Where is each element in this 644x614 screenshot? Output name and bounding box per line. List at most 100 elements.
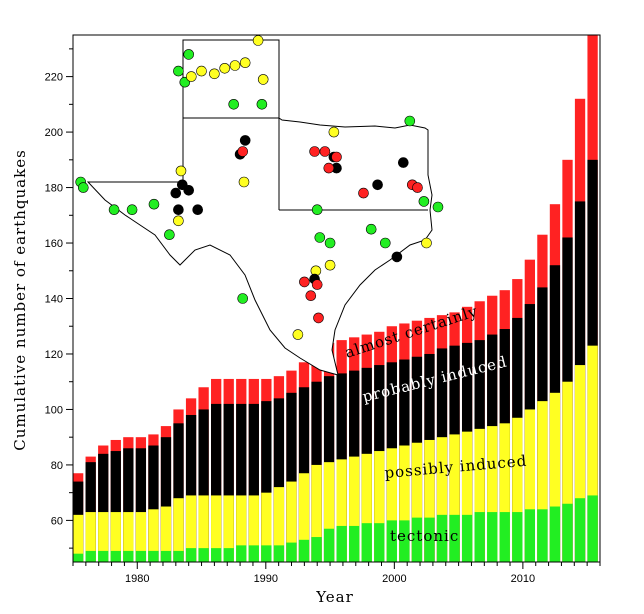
bar-probably-induced-1987	[223, 403, 234, 562]
bar-possibly-induced-1980	[135, 512, 147, 562]
y-tick-label-80: 80	[51, 460, 63, 472]
bar-possibly-induced-1995	[323, 462, 335, 562]
bar-possibly-induced-2000	[386, 448, 397, 562]
bar-possibly-induced-1986	[211, 495, 222, 562]
bar-possibly-induced-1979	[123, 512, 134, 562]
y-tick-label-200: 200	[45, 127, 63, 139]
bar-possibly-induced-2009	[499, 423, 510, 562]
bar-probably-induced-1986	[211, 403, 222, 562]
marker-probably-induced-40	[192, 204, 203, 215]
marker-probably-induced-41	[239, 135, 251, 146]
marker-tectonic-3	[126, 204, 138, 215]
bar-probably-induced-1984	[185, 414, 197, 562]
bar-tectonic-1998	[361, 523, 372, 562]
y-axis-title: Cumulative number of earthquakes	[11, 149, 29, 451]
bar-probably-induced-1981	[148, 445, 159, 562]
y-tick-label-220: 220	[45, 72, 63, 84]
bar-possibly-induced-1991	[273, 487, 285, 562]
bar-tectonic-2004	[436, 514, 448, 562]
bar-possibly-induced-1989	[248, 495, 259, 562]
bar-possibly-induced-1997	[349, 456, 360, 562]
marker-almost-certainly-59	[311, 279, 323, 290]
marker-almost-certainly-50	[309, 146, 320, 157]
stacked-bars	[73, 35, 598, 563]
bar-probably-induced-1983	[173, 423, 184, 562]
bar-tectonic-1989	[248, 545, 259, 562]
bar-possibly-induced-2008	[487, 426, 498, 562]
marker-almost-certainly-53	[331, 151, 342, 163]
texas-outline	[86, 39, 433, 376]
bar-tectonic-1997	[349, 525, 360, 562]
bar-possibly-induced-1990	[261, 492, 272, 562]
bar-tectonic-1982	[160, 550, 172, 562]
bar-possibly-induced-1999	[374, 451, 385, 562]
bar-tectonic-1991	[273, 545, 285, 562]
bar-probably-induced-1985	[198, 409, 209, 562]
marker-tectonic-4	[148, 198, 160, 210]
bar-probably-induced-1977	[98, 453, 109, 562]
bar-tectonic-1978	[110, 550, 121, 562]
bar-tectonic-1977	[98, 550, 109, 562]
bar-tectonic-1984	[185, 548, 197, 562]
bar-probably-induced-1979	[123, 448, 134, 562]
marker-probably-induced-37	[170, 187, 182, 199]
bar-possibly-induced-2003	[424, 439, 435, 562]
bar-probably-induced-1990	[261, 401, 272, 562]
bar-possibly-induced-1998	[361, 453, 372, 562]
x-tick-label-2010: 2010	[511, 573, 535, 585]
bar-possibly-induced-2012	[537, 401, 548, 562]
marker-possibly-induced-28	[175, 165, 187, 177]
bar-possibly-induced-1996	[336, 459, 347, 562]
bar-probably-induced-1989	[248, 403, 259, 562]
marker-probably-induced-47	[391, 251, 403, 263]
bar-possibly-induced-2010	[512, 417, 523, 562]
bar-possibly-induced-2001	[399, 445, 410, 562]
y-tick-label-60: 60	[51, 515, 63, 527]
bar-tectonic-1993	[298, 539, 310, 562]
marker-possibly-induced-26	[252, 35, 264, 46]
marker-possibly-induced-31	[328, 126, 340, 138]
bar-possibly-induced-1984	[185, 495, 197, 562]
bar-possibly-induced-1976	[85, 512, 96, 562]
marker-probably-induced-39	[183, 185, 194, 196]
marker-tectonic-19	[237, 293, 248, 304]
bar-tectonic-1985	[198, 548, 209, 562]
marker-probably-induced-38	[173, 204, 184, 215]
marker-tectonic-11	[311, 204, 323, 215]
marker-tectonic-2	[108, 204, 120, 215]
x-tick-label-1990: 1990	[254, 573, 278, 585]
bar-probably-induced-1988	[236, 403, 247, 562]
marker-almost-certainly-49	[237, 146, 248, 157]
bar-possibly-induced-1977	[98, 512, 109, 562]
band-label-tectonic: tectonic	[390, 527, 459, 545]
texas-map-inset	[86, 39, 433, 376]
earthquake-markers	[75, 35, 444, 340]
bar-tectonic-1976	[85, 550, 96, 562]
marker-possibly-induced-21	[196, 65, 207, 77]
bar-possibly-induced-1978	[110, 512, 121, 562]
bar-tectonic-1987	[223, 548, 234, 562]
bar-possibly-induced-2015	[574, 365, 586, 562]
bar-possibly-induced-2005	[449, 434, 460, 562]
bar-possibly-induced-1993	[298, 473, 310, 562]
bar-tectonic-2011	[524, 509, 535, 562]
bar-probably-induced-1980	[135, 448, 147, 562]
marker-almost-certainly-60	[313, 312, 324, 324]
bar-probably-induced-1982	[160, 437, 172, 562]
marker-tectonic-9	[228, 99, 239, 110]
bar-possibly-induced-2016	[587, 345, 598, 562]
bar-tectonic-1975	[73, 553, 84, 562]
y-tick-label-120: 120	[45, 349, 63, 361]
bar-tectonic-1980	[135, 550, 147, 562]
bar-tectonic-2003	[424, 517, 435, 562]
marker-possibly-induced-23	[219, 63, 230, 74]
marker-possibly-induced-24	[229, 60, 241, 71]
bar-tectonic-2006	[461, 514, 473, 562]
bar-possibly-induced-1975	[73, 514, 84, 562]
bar-tectonic-1981	[148, 550, 159, 562]
bar-tectonic-1986	[211, 548, 222, 562]
bar-possibly-induced-2011	[524, 409, 535, 562]
marker-tectonic-6	[173, 65, 184, 77]
bar-possibly-induced-1988	[236, 495, 247, 562]
